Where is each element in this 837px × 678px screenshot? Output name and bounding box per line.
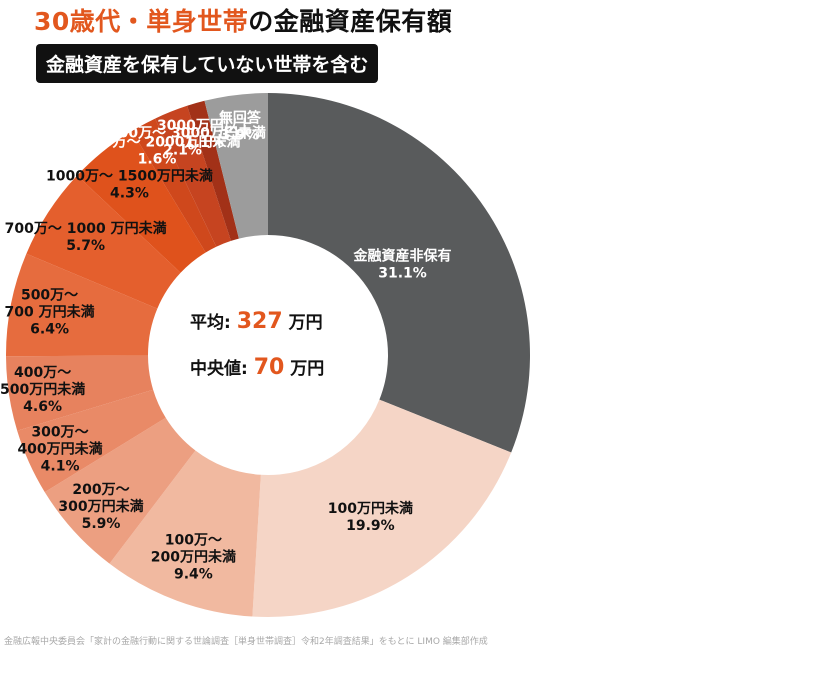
slice-percent: 2.1% [163,142,202,158]
slice-percent: 19.9% [346,518,395,534]
slice-percent: 5.9% [82,516,121,532]
slice-label: 100万円未満 19.9% [328,500,413,534]
slice-category: 300万円未満 [58,498,143,515]
center-summary: 平均: 327 万円 中央値: 70 万円 [190,309,324,380]
slice-category: 400万〜 [14,365,71,381]
pie-slice [204,93,268,239]
subtitle-badge: 金融資産を保有していない世帯を含む [36,44,379,83]
pie-slice [187,100,239,241]
chart-title: 30歳代・単身世帯の金融資産保有額 [34,2,452,38]
slice-category: 200万円未満 [151,548,236,565]
median-unit: 万円 [289,359,324,379]
slice-category: 金融資産非保有 [353,247,452,264]
labels-group: 金融資産非保有 31.1% 100万円未満 19.9% 100万〜 200万円未満 9.4%… [0,110,452,583]
slice-label: 100万〜 200万円未満 9.4% [151,532,236,582]
slice-percent: 1.1% [185,135,224,151]
slice-category: 3000万円以上 [157,118,252,134]
source-note: 金融広報中央委員会「家計の金融行動に関する世論調査［単身世帯調査］令和2年調査結… [4,637,488,647]
title-rest: の金融資産保有額 [248,7,453,36]
pie-slice [109,450,261,617]
slice-label: 1000万〜 1500万円未満 4.3% [46,167,213,201]
slice-category: 700万〜 1000 万円未満 [5,220,167,237]
slice-category: 100万円未満 [328,500,413,517]
pie-slice [252,399,512,617]
slices-group [6,93,530,617]
slice-percent: 1.6% [138,151,177,167]
average-label: 平均 [190,312,224,333]
slice-category: 400万円未満 [17,440,102,457]
slice-percent: 3.9% [220,128,259,144]
pie-slice [26,175,181,309]
slice-percent: 4.6% [23,399,62,415]
slice-percent: 6.4% [30,321,69,337]
pie-slice [77,131,206,273]
pie-slice [6,355,154,431]
pie-slice [131,118,217,253]
median-value: 70 [254,355,285,380]
median-row: 中央値: 70 万円 [190,355,324,380]
slice-category: 1000万〜 1500万円未満 [46,167,213,184]
slice-percent: 4.1% [41,458,80,474]
slice-category: 1500万〜 2000万円未満 [74,133,241,150]
title-accent: 30歳代・単身世帯 [34,7,249,36]
slice-category: 無回答 [219,110,262,127]
pie-slice [6,253,158,357]
slice-category: 2000万〜 3000万円未満 [99,124,266,141]
slice-label: 400万〜 500万円未満 4.6% [0,365,85,415]
slice-label: 700万〜 1000 万円未満 5.7% [5,220,167,254]
pie-slice [268,93,530,453]
median-label: 中央値 [190,358,241,379]
slice-category: 200万〜 [72,482,129,498]
slice-label: 2000万〜 3000万円未満 2.1% [99,124,266,158]
slice-label: 300万〜 400万円未満 4.1% [17,424,102,474]
pie-slice [17,389,166,493]
slice-category: 100万〜 [165,532,222,548]
average-colon: : [224,313,237,333]
slice-category: 300万〜 [31,424,88,440]
slice-percent: 31.1% [378,265,427,281]
slice-label: 3000万円以上 1.1% [157,118,252,151]
slice-category: 700 万円未満 [5,303,95,320]
slice-label: 金融資産非保有 31.1% [353,247,452,281]
average-value: 327 [237,309,283,334]
slice-label: 200万〜 300万円未満 5.9% [58,482,143,532]
slice-percent: 5.7% [66,238,105,254]
slice-category: 500万〜 [21,287,78,303]
pie-slice [44,417,196,564]
pie-slice [155,105,231,247]
slice-label: 無回答 3.9% [219,110,262,144]
slice-label: 1500万〜 2000万円未満 1.6% [74,133,241,167]
slice-label: 500万〜 700 万円未満 6.4% [5,287,95,337]
median-colon: : [241,359,254,379]
average-unit: 万円 [288,313,323,333]
slice-percent: 9.4% [174,566,213,582]
slice-category: 500万円未満 [0,381,85,398]
slice-percent: 4.3% [110,185,149,201]
average-row: 平均: 327 万円 [190,309,323,334]
